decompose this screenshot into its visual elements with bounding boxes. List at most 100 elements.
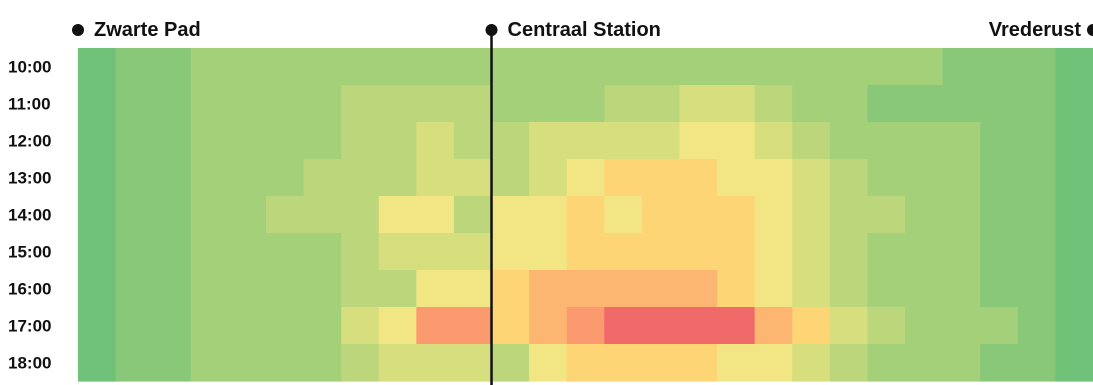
heatmap-cell (153, 196, 192, 234)
heatmap-cell (792, 307, 831, 345)
heatmap-cell (641, 48, 681, 86)
heatmap-cell (378, 307, 417, 345)
heatmap-cell (303, 344, 342, 382)
heatmap-cell (341, 307, 380, 345)
heatmap-cell (378, 233, 417, 271)
heatmap-cell (867, 270, 906, 308)
heatmap-cell (604, 122, 643, 160)
heatmap-cell (78, 85, 117, 123)
heatmap-cell (378, 85, 417, 123)
heatmap-cell (265, 48, 305, 86)
heatmap-cell (228, 48, 267, 86)
heatmap-cell (867, 307, 906, 345)
heatmap-cell (1017, 48, 1056, 86)
heatmap-cell (1017, 307, 1056, 345)
heatmap-cell (228, 270, 267, 308)
heatmap-cell (453, 233, 493, 271)
heatmap-cell (980, 270, 1019, 308)
heatmap-cell (378, 48, 417, 86)
heatmap-cell (754, 122, 793, 160)
time-row-label: 13:00 (8, 169, 51, 188)
heatmap-cell (717, 344, 756, 382)
heatmap-cell (265, 307, 305, 345)
heatmap-cell (717, 48, 756, 86)
heatmap-cell (641, 270, 681, 308)
heatmap-cell (942, 344, 981, 382)
time-row-label: 15:00 (8, 243, 51, 262)
heatmap-cell (416, 233, 455, 271)
heatmap-cell (78, 270, 117, 308)
heatmap-cell (529, 307, 568, 345)
heatmap-cell (1055, 122, 1093, 160)
heatmap-cell (867, 196, 906, 234)
heatmap-cell (491, 48, 530, 86)
heatmap-cell (942, 233, 981, 271)
heatmap-cell (228, 196, 267, 234)
heatmap-cell (942, 307, 981, 345)
heatmap-cell (115, 48, 154, 86)
heatmap-cell (78, 344, 117, 382)
heatmap-cell (829, 159, 869, 197)
stop-dot (485, 24, 498, 36)
heatmap-cell (416, 122, 455, 160)
heatmap-cell (829, 270, 869, 308)
heatmap-cell (905, 48, 944, 86)
heatmap-cell (453, 85, 493, 123)
heatmap-cell (341, 233, 380, 271)
heatmap-cell (378, 270, 417, 308)
heatmap-cell (942, 270, 981, 308)
heatmap-cell (679, 196, 718, 234)
heatmap-cell (265, 344, 305, 382)
heatmap-cell (491, 159, 530, 197)
heatmap-cell (153, 270, 192, 308)
heatmap-cell (190, 122, 229, 160)
heatmap-cell (303, 270, 342, 308)
heatmap-cell (529, 344, 568, 382)
heatmap-cell (792, 196, 831, 234)
heatmap-cell (641, 307, 681, 345)
heatmap-cell (78, 196, 117, 234)
heatmap-cell (115, 159, 154, 197)
heatmap-cell (341, 48, 380, 86)
heatmap-cell (679, 159, 718, 197)
heatmap-cell (717, 307, 756, 345)
time-row-label: 12:00 (8, 132, 51, 151)
heatmap-cell (1017, 85, 1056, 123)
heatmap-cell (679, 122, 718, 160)
heatmap-cell (115, 85, 154, 123)
time-row-label: 11:00 (8, 95, 51, 114)
heatmap-cell (115, 122, 154, 160)
heatmap-cell (78, 122, 117, 160)
heatmap-cell (792, 48, 831, 86)
heatmap-cell (980, 85, 1019, 123)
heatmap-cell (905, 159, 944, 197)
stop-label: Centraal Station (508, 19, 661, 41)
heatmap-cell (980, 196, 1019, 234)
heatmap-cell (867, 122, 906, 160)
heatmap-cell (829, 85, 869, 123)
heatmap-cell (829, 307, 869, 345)
heatmap-cell (115, 307, 154, 345)
heatmap-cell (792, 85, 831, 123)
heatmap-cell (905, 344, 944, 382)
heatmap-cell (867, 233, 906, 271)
heatmap-cell (792, 159, 831, 197)
heatmap-cell (190, 196, 229, 234)
heatmap-cell (341, 85, 380, 123)
heatmap-cell (190, 344, 229, 382)
heatmap-cell (491, 122, 530, 160)
heatmap-cell (303, 85, 342, 123)
heatmap-cell (115, 233, 154, 271)
heatmap-cell (754, 344, 793, 382)
heatmap-cell (942, 196, 981, 234)
heatmap-cell (1017, 270, 1056, 308)
heatmap-cell (717, 196, 756, 234)
heatmap-cell (190, 85, 229, 123)
heatmap-cell (566, 122, 605, 160)
heatmap-cell (265, 159, 305, 197)
heatmap-cell (829, 196, 869, 234)
heatmap-cell (867, 159, 906, 197)
heatmap-cell (679, 307, 718, 345)
heatmap-cell (641, 159, 681, 197)
